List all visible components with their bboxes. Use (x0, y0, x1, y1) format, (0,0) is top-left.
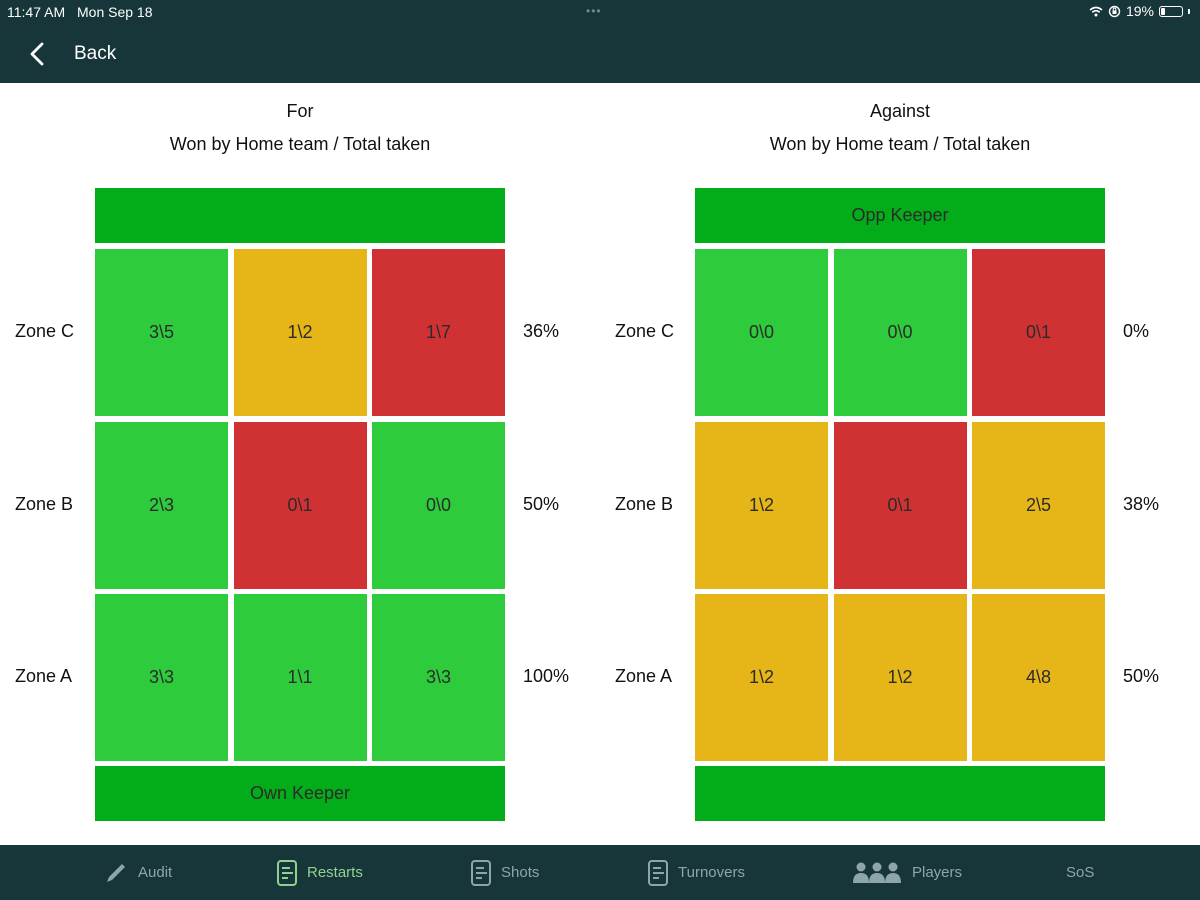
tab-audit-label: Audit (138, 864, 173, 881)
status-indicators: 19% (1089, 3, 1190, 19)
battery-icon (1159, 5, 1183, 17)
tab-bar: Audit Restarts Shots Turnovers Players S… (0, 845, 1200, 900)
chevron-left-icon (30, 42, 44, 65)
zone-cell[interactable]: 1\2 (233, 249, 367, 416)
zone-cell[interactable]: 1\1 (233, 594, 367, 761)
zone-percent: 50% (523, 494, 560, 514)
zone-cell[interactable]: 0\1 (972, 249, 1105, 416)
zone-label: Zone C (15, 321, 75, 341)
tab-sos-label: SoS (1066, 864, 1095, 881)
zone-label: Zone C (615, 321, 675, 341)
keeper-bar-bottom: Own Keeper (95, 766, 505, 821)
document-icon (277, 859, 297, 886)
zone-cell[interactable]: 2\5 (972, 422, 1105, 589)
zone-label: Zone B (615, 494, 674, 514)
status-time: 11:47 AM (7, 4, 66, 20)
tab-restarts-label: Restarts (307, 864, 363, 881)
zone-percent: 0% (1123, 321, 1150, 341)
zone-cell[interactable]: 0\0 (695, 249, 828, 416)
zone-cell[interactable]: 3\3 (95, 594, 228, 761)
back-label: Back (74, 42, 117, 64)
zone-cell[interactable]: 1\2 (695, 594, 828, 761)
zone-percent: 50% (1123, 666, 1160, 686)
zone-cell[interactable]: 3\5 (95, 249, 228, 416)
panel-title: For (286, 101, 314, 121)
panel-subtitle: Won by Home team / Total taken (169, 134, 431, 154)
zone-cell[interactable]: 0\1 (833, 422, 967, 589)
tab-shots-label: Shots (501, 864, 540, 881)
orientation-lock-icon (1108, 5, 1121, 17)
tab-players-label: Players (912, 864, 963, 881)
zone-cell[interactable]: 0\1 (233, 422, 367, 589)
battery-percent: 19% (1125, 3, 1154, 19)
tab-sos[interactable]: SoS (1066, 845, 1094, 900)
zone-cell[interactable]: 0\0 (372, 422, 505, 589)
zone-cell[interactable]: 1\2 (833, 594, 967, 761)
multitasking-dots-icon[interactable]: ••• (586, 4, 602, 18)
zone-percent: 100% (523, 666, 570, 686)
tab-turnovers[interactable]: Turnovers (648, 845, 745, 900)
zone-cell[interactable]: 1\2 (695, 422, 828, 589)
zone-label: Zone B (15, 494, 74, 514)
tab-shots[interactable]: Shots (471, 845, 539, 900)
zone-cell[interactable]: 2\3 (95, 422, 228, 589)
panel-subtitle: Won by Home team / Total taken (769, 134, 1031, 154)
zone-label: Zone A (15, 666, 73, 686)
panel-title: Against (869, 101, 931, 121)
pencil-icon (107, 863, 125, 882)
zone-cell[interactable]: 3\3 (372, 594, 505, 761)
document-icon (648, 859, 668, 886)
zone-percent: 38% (1123, 494, 1160, 514)
keeper-bar-top (95, 188, 505, 243)
tab-players[interactable]: Players (852, 845, 962, 900)
tab-restarts[interactable]: Restarts (277, 845, 363, 900)
nav-bar: Back (0, 24, 1200, 83)
zone-percent: 36% (523, 321, 560, 341)
zone-cell[interactable]: 1\7 (372, 249, 505, 416)
wifi-icon (1089, 6, 1103, 16)
tab-turnovers-label: Turnovers (678, 864, 745, 881)
tab-audit[interactable]: Audit (104, 845, 172, 900)
back-button[interactable]: Back (30, 24, 116, 83)
status-date: Mon Sep 18 (77, 4, 153, 20)
zone-cell[interactable]: 0\0 (833, 249, 967, 416)
document-icon (471, 859, 491, 886)
zone-cell[interactable]: 4\8 (972, 594, 1105, 761)
players-icon (853, 862, 901, 883)
status-bar: 11:47 AM Mon Sep 18 ••• 19% (0, 0, 1200, 24)
keeper-bar-top: Opp Keeper (695, 188, 1105, 243)
keeper-bar-bottom (695, 766, 1105, 821)
zone-label: Zone A (615, 666, 673, 686)
